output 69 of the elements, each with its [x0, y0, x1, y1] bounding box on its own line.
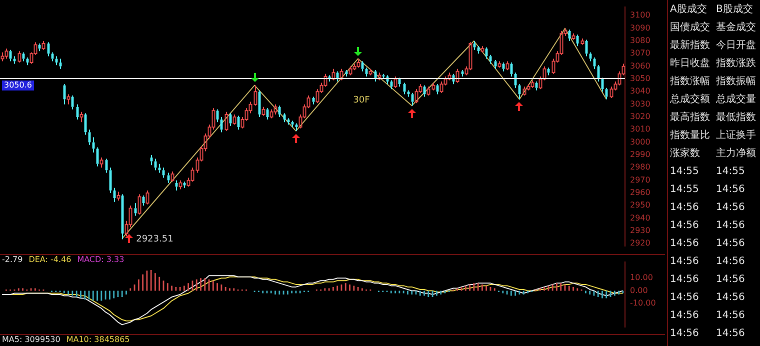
- text: 指数量比: [669, 129, 711, 143]
- y-tick-label: -10.00: [630, 298, 656, 308]
- text: 总成交额: [669, 93, 711, 107]
- text: 总成交量: [715, 93, 757, 107]
- y-tick-label: 3100: [630, 10, 650, 20]
- text: 主力净额: [715, 147, 757, 161]
- y-tick-label: 2940: [630, 213, 650, 222]
- text: 指数涨跌: [715, 57, 757, 71]
- y-tick-label: 3080: [630, 36, 650, 46]
- y-tick-label: 3090: [630, 23, 650, 32]
- y-tick-label: 3000: [630, 137, 650, 146]
- text: 14:56: [715, 273, 746, 287]
- y-tick-label: 0.00: [630, 286, 648, 295]
- text: 14:56: [669, 219, 700, 233]
- text: 14:55: [715, 165, 746, 179]
- text: 14:56: [715, 327, 746, 341]
- text: 14:56: [669, 237, 700, 251]
- annotation: MACD: 3.33: [77, 255, 124, 264]
- text: A股成交: [669, 3, 708, 17]
- y-tick-label: 2990: [630, 150, 650, 160]
- y-tick-label: 10.00: [630, 273, 653, 282]
- y-tick-label: 3040: [630, 86, 650, 96]
- text: 14:56: [715, 183, 746, 197]
- text: 最高指数: [669, 111, 711, 125]
- text: 14:56: [715, 201, 746, 215]
- candlestick: [13, 56, 16, 64]
- text: 14:56: [669, 309, 700, 323]
- text: 14:56: [669, 255, 700, 269]
- text: 14:55: [669, 183, 700, 197]
- y-tick-label: 2930: [630, 226, 650, 236]
- text: 14:56: [669, 201, 700, 215]
- y-tick-label: 2950: [630, 200, 650, 210]
- text: 14:56: [669, 273, 700, 287]
- text: 国债成交: [669, 21, 711, 35]
- ref-line-label: 3050.6: [4, 80, 32, 90]
- text: MA5: 3099530: [2, 335, 60, 344]
- text: 14:56: [715, 219, 746, 233]
- text: 昨日收盘: [669, 57, 711, 71]
- text: 14:56: [715, 291, 746, 305]
- text: 涨家数: [669, 147, 701, 161]
- y-tick-label: 3070: [630, 48, 650, 58]
- annotation: -2.79: [2, 255, 23, 264]
- y-tick-label: 2920: [630, 238, 650, 248]
- text: 14:56: [715, 237, 746, 251]
- text: 指数振幅: [715, 75, 757, 89]
- text: 14:56: [715, 309, 746, 323]
- text: MA10: 3845865: [66, 335, 130, 344]
- annotation: 2923.51: [136, 234, 174, 245]
- text: 最低指数: [715, 111, 757, 125]
- y-tick-label: 3020: [630, 112, 650, 122]
- text: B股成交: [715, 3, 754, 17]
- text: 14:56: [669, 291, 700, 305]
- y-tick-label: 3060: [630, 61, 650, 70]
- text: 14:56: [715, 255, 746, 269]
- y-tick-label: 2970: [630, 175, 650, 184]
- y-tick-label: 3030: [630, 99, 650, 108]
- text: 上证换手: [715, 129, 757, 143]
- y-tick-label: 2960: [630, 188, 650, 198]
- annotation: 30F: [353, 96, 370, 106]
- text: 14:56: [669, 327, 700, 341]
- text: 指数涨幅: [669, 75, 711, 89]
- y-tick-label: 3010: [630, 124, 650, 134]
- annotation: DEA: -4.46: [28, 255, 72, 264]
- text: 今日开盘: [715, 39, 757, 53]
- y-tick-label: 3050: [630, 74, 650, 84]
- text: 基金成交: [715, 21, 757, 35]
- text: 最新指数: [669, 39, 711, 53]
- text: 14:55: [669, 165, 700, 179]
- y-tick-label: 2980: [630, 162, 650, 172]
